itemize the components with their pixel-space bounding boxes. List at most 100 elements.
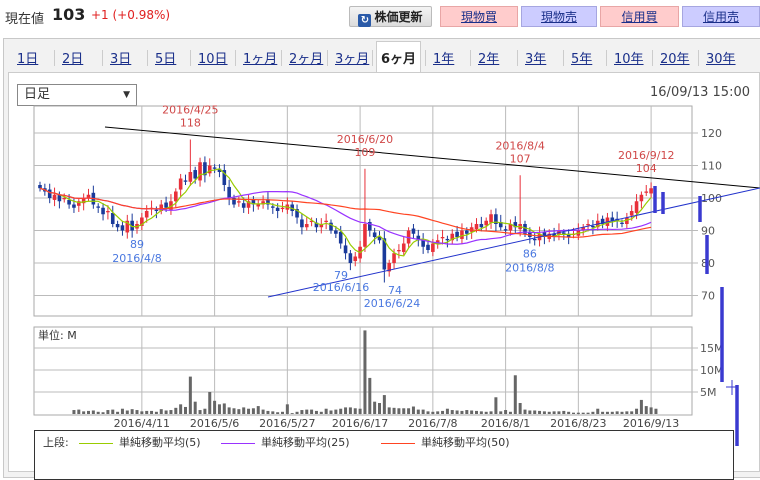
candle-body [629,211,634,216]
tab-8[interactable]: 6ヶ月 [376,41,422,75]
candle-body [401,243,406,252]
timestamp: 16/09/13 15:00 [650,85,750,100]
cash-buy-link[interactable]: 現物買 [460,10,497,24]
candle-body [319,224,324,228]
candle-body [416,235,421,241]
tab-6[interactable]: 2ヶ月 [289,52,324,67]
tab-9[interactable]: 1年 [433,52,455,67]
tab-4[interactable]: 10日 [198,52,228,67]
refresh-icon: ↻ [358,14,372,27]
candle-body [610,217,615,221]
date-tick-label: 2016/5/6 [190,417,239,430]
volume-bar [72,410,76,414]
volume-bar [116,411,120,414]
candle-body [343,245,348,254]
volume-bar [455,410,459,414]
tab-7[interactable]: 3ヶ月 [335,52,370,67]
candle-body [193,170,197,179]
volume-bar [538,410,542,414]
volume-bar [484,411,488,414]
tab-14[interactable]: 20年 [660,52,690,67]
candle-body [639,194,644,202]
candle-body [81,198,86,204]
tab-12[interactable]: 5年 [571,52,593,67]
candle-body [324,220,328,223]
volume-bar [523,409,527,414]
volume-bar [203,408,207,414]
tab-15[interactable]: 30年 [706,52,736,67]
candle-body [435,240,440,244]
annotation-low-value: 74 [388,284,402,297]
volume-bar [489,411,493,414]
legend-ma50: 単純移動平均(50) [381,434,510,450]
volume-bar [397,408,401,414]
annotation-high-value: 118 [180,117,201,130]
candle-body [625,217,629,224]
cash-sell-button[interactable]: 現物売 [521,6,597,27]
volume-bar [232,408,236,414]
tab-2[interactable]: 3日 [110,52,132,67]
candle-body [188,172,193,182]
legend-label-ma25: 単純移動平均(25) [261,436,350,449]
volume-bar [431,411,435,414]
cash-buy-button[interactable]: 現物買 [440,6,518,27]
volume-bar [237,409,241,414]
candle-body [52,194,57,200]
tab-separator [281,50,282,66]
volume-bar [450,410,454,414]
candle-body [251,199,256,205]
tab-0[interactable]: 1日 [17,52,39,67]
volume-bar [547,411,551,414]
candle-body [77,201,81,206]
price-tick-label: 70 [701,290,715,303]
volume-panel [33,326,693,416]
tab-3[interactable]: 5日 [155,52,177,67]
date-tick-label: 2016/6/17 [332,417,388,430]
dropdown-arrow-icon: ▼ [123,90,130,100]
annotation-high-date: 2016/6/20 [337,133,393,146]
tab-11[interactable]: 3年 [525,52,547,67]
candle-body [62,198,67,200]
candle-body [246,201,251,208]
tab-10[interactable]: 2年 [478,52,500,67]
annotation-high-date: 2016/4/25 [162,104,218,117]
annotation-high-value: 109 [354,146,375,159]
date-tick-label: 2016/9/13 [623,417,679,430]
tab-1[interactable]: 2日 [62,52,84,67]
refresh-price-button[interactable]: ↻ 株価更新 [349,6,432,27]
volume-bar [271,411,275,414]
candle-body [241,203,246,208]
volume-bar [213,400,217,414]
candle-body [562,232,566,234]
volume-bar [378,403,381,414]
margin-sell-button[interactable]: 信用売 [682,6,760,27]
candle-body [309,220,314,223]
candle-body [271,206,275,208]
cash-sell-link[interactable]: 現物売 [540,10,577,24]
margin-buy-link[interactable]: 信用買 [621,10,658,24]
candle-body [392,253,396,263]
volume-bar [348,407,352,414]
volume-bar [635,408,639,414]
legend: 上段: 単純移動平均(5) 単純移動平均(25) 単純移動平均(50) [34,430,734,480]
resistance-trendline [104,126,760,189]
candle-body [120,225,125,231]
volume-bar [150,410,154,414]
volume-tick-label: 10M [700,364,724,377]
candle-body [295,209,299,218]
margin-sell-link[interactable]: 信用売 [702,10,739,24]
tab-13[interactable]: 10年 [614,52,644,67]
volume-bar [339,408,343,414]
volume-bar [601,411,605,414]
ma50-line [39,187,652,238]
candle-body [217,168,222,172]
volume-bar [373,401,377,414]
candle-body [183,180,188,182]
volume-bar [179,404,183,414]
margin-buy-button[interactable]: 信用買 [600,6,679,27]
tab-5[interactable]: 1ヶ月 [243,52,278,67]
volume-bar [625,411,629,414]
candle-body [542,231,547,237]
volume-bar [576,412,580,414]
candle-body [47,189,52,198]
